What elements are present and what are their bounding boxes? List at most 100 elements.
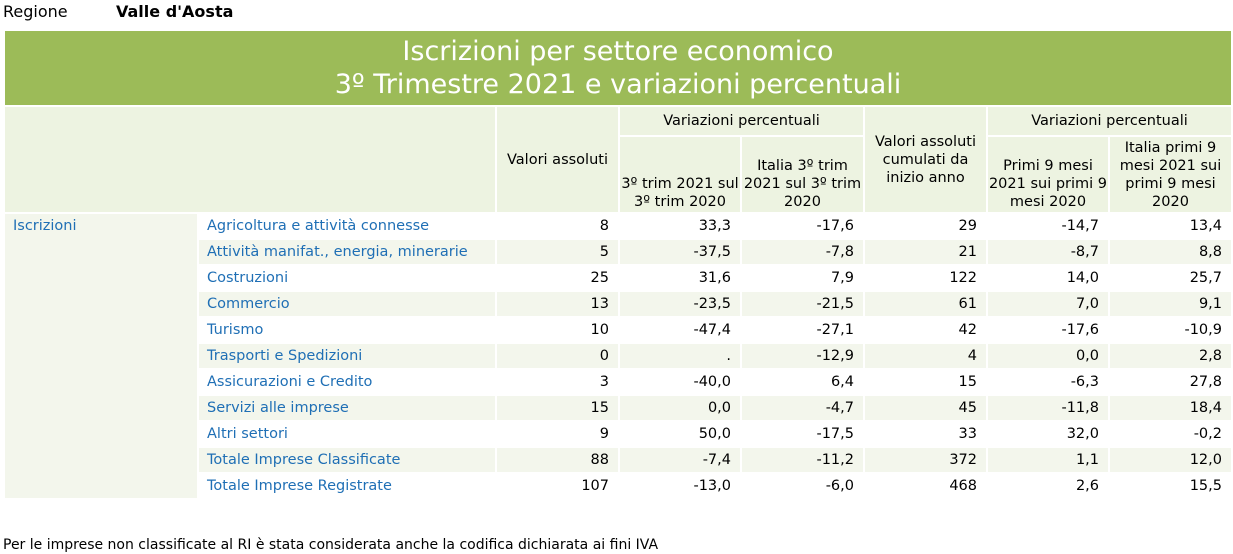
cell-v2: 50,0 [618, 420, 742, 448]
cell-v5: -11,8 [986, 394, 1110, 422]
cell-v3: 6,4 [740, 368, 865, 396]
table-title: Iscrizioni per settore economico 3º Trim… [3, 29, 1233, 107]
cell-v4: 372 [863, 446, 988, 474]
cell-v1: 13 [495, 290, 620, 318]
sector-link[interactable]: Totale Imprese Registrate [197, 472, 497, 500]
sector-link[interactable]: Costruzioni [197, 264, 497, 292]
header-cumulati: Valori assoluti cumulati da inizio anno [863, 105, 988, 214]
cell-v4: 15 [863, 368, 988, 396]
cell-v1: 10 [495, 316, 620, 344]
cell-v6: 25,7 [1108, 264, 1233, 292]
region-value: Valle d'Aosta [116, 2, 234, 21]
table-title-line1: Iscrizioni per settore economico [402, 36, 834, 67]
cell-v5: 7,0 [986, 290, 1110, 318]
cell-v1: 88 [495, 446, 620, 474]
cell-v4: 29 [863, 212, 988, 240]
cell-v4: 42 [863, 316, 988, 344]
sector-link[interactable]: Altri settori [197, 420, 497, 448]
cell-v3: -6,0 [740, 472, 865, 500]
cell-v2: -37,5 [618, 238, 742, 266]
cell-v6: -0,2 [1108, 420, 1233, 448]
cell-v1: 8 [495, 212, 620, 240]
cell-v1: 9 [495, 420, 620, 448]
cell-v4: 21 [863, 238, 988, 266]
table-row: Attività manifat., energia, minerarie 5 -3… [4, 238, 1233, 266]
footnote: Per le imprese non classificate al RI è … [3, 537, 659, 553]
cell-v5: -14,7 [986, 212, 1110, 240]
header-trim-2021: 3º trim 2021 sul 3º trim 2020 [618, 135, 742, 214]
header-var-perc-1: Variazioni percentuali [618, 105, 865, 137]
sector-link[interactable]: Assicurazioni e Credito [197, 368, 497, 396]
cell-v3: -4,7 [740, 394, 865, 422]
sector-link[interactable]: Commercio [197, 290, 497, 318]
cell-v2: 0,0 [618, 394, 742, 422]
iscrizioni-table: Iscrizioni per settore economico 3º Trim… [3, 29, 1233, 500]
header-primi9: Primi 9 mesi 2021 sui primi 9 mesi 2020 [986, 135, 1110, 214]
table-row: Turismo 10 -47,4 -27,1 42 -17,6 -10,9 [4, 316, 1233, 344]
cell-v2: 31,6 [618, 264, 742, 292]
cell-v6: 8,8 [1108, 238, 1233, 266]
cell-v6: 27,8 [1108, 368, 1233, 396]
cell-v5: -6,3 [986, 368, 1110, 396]
cell-v3: -17,5 [740, 420, 865, 448]
cell-v6: 12,0 [1108, 446, 1233, 474]
cell-v5: -8,7 [986, 238, 1110, 266]
cell-v5: 0,0 [986, 342, 1110, 370]
cell-v6: 13,4 [1108, 212, 1233, 240]
cell-v2: -40,0 [618, 368, 742, 396]
cell-v1: 25 [495, 264, 620, 292]
table-title-line2: 3º Trimestre 2021 e variazioni percentua… [334, 69, 902, 100]
cell-v5: -17,6 [986, 316, 1110, 344]
cell-v6: 9,1 [1108, 290, 1233, 318]
sector-link[interactable]: Attività manifat., energia, minerarie [197, 238, 497, 266]
cell-v6: -10,9 [1108, 316, 1233, 344]
cell-v2: -7,4 [618, 446, 742, 474]
cell-v4: 4 [863, 342, 988, 370]
table-row: Costruzioni 25 31,6 7,9 122 14,0 25,7 [4, 264, 1233, 292]
cell-v3: -12,9 [740, 342, 865, 370]
table-row: Commercio 13 -23,5 -21,5 61 7,0 9,1 [4, 290, 1233, 318]
cell-v1: 107 [495, 472, 620, 500]
table-row: Assicurazioni e Credito 3 -40,0 6,4 15 -6,3 27… [4, 368, 1233, 396]
cell-v2: . [618, 342, 742, 370]
cell-v4: 468 [863, 472, 988, 500]
sector-link[interactable]: Agricoltura e attività connesse [197, 212, 497, 240]
cell-v3: -7,8 [740, 238, 865, 266]
cell-v6: 2,8 [1108, 342, 1233, 370]
header-blank [3, 105, 497, 214]
sector-link[interactable]: Turismo [197, 316, 497, 344]
table-row: Servizi alle imprese 15 0,0 -4,7 45 -11,8 18,4 [4, 394, 1233, 422]
table-row: Altri settori 9 50,0 -17,5 33 32,0 -0,2 [4, 420, 1233, 448]
cell-v3: -11,2 [740, 446, 865, 474]
cell-v4: 61 [863, 290, 988, 318]
header-italia-primi9: Italia primi 9 mesi 2021 sui primi 9 mes… [1108, 135, 1233, 214]
cell-v5: 1,1 [986, 446, 1110, 474]
cell-v4: 122 [863, 264, 988, 292]
sector-link[interactable]: Trasporti e Spedizioni [197, 342, 497, 370]
table-row: Totale Imprese Registrate 107 -13,0 -6,0 468… [4, 472, 1233, 500]
region-bar: Regione Valle d'Aosta [3, 0, 233, 24]
sector-link[interactable]: Totale Imprese Classificate [197, 446, 497, 474]
section-label-iscrizioni[interactable]: Iscrizioni [3, 212, 199, 500]
cell-v1: 5 [495, 238, 620, 266]
table-row: Trasporti e Spedizioni 0. -12,9 4 0,0 2,8 [4, 342, 1233, 370]
region-label: Regione [3, 2, 68, 21]
cell-v5: 2,6 [986, 472, 1110, 500]
cell-v3: -21,5 [740, 290, 865, 318]
cell-v1: 0 [495, 342, 620, 370]
cell-v2: -47,4 [618, 316, 742, 344]
cell-v4: 33 [863, 420, 988, 448]
cell-v5: 32,0 [986, 420, 1110, 448]
cell-v2: -23,5 [618, 290, 742, 318]
sector-link[interactable]: Servizi alle imprese [197, 394, 497, 422]
header-valori-assoluti: Valori assoluti [495, 105, 620, 214]
table-row: Totale Imprese Classificate 88 -7,4 -11,2 37… [4, 446, 1233, 474]
header-italia-trim: Italia 3º trim 2021 sul 3º trim 2020 [740, 135, 865, 214]
cell-v6: 18,4 [1108, 394, 1233, 422]
cell-v5: 14,0 [986, 264, 1110, 292]
cell-v4: 45 [863, 394, 988, 422]
cell-v3: -27,1 [740, 316, 865, 344]
cell-v2: -13,0 [618, 472, 742, 500]
table-row: Iscrizioni Agricoltura e attività conness… [3, 212, 1233, 500]
header-var-perc-2: Variazioni percentuali [986, 105, 1233, 137]
